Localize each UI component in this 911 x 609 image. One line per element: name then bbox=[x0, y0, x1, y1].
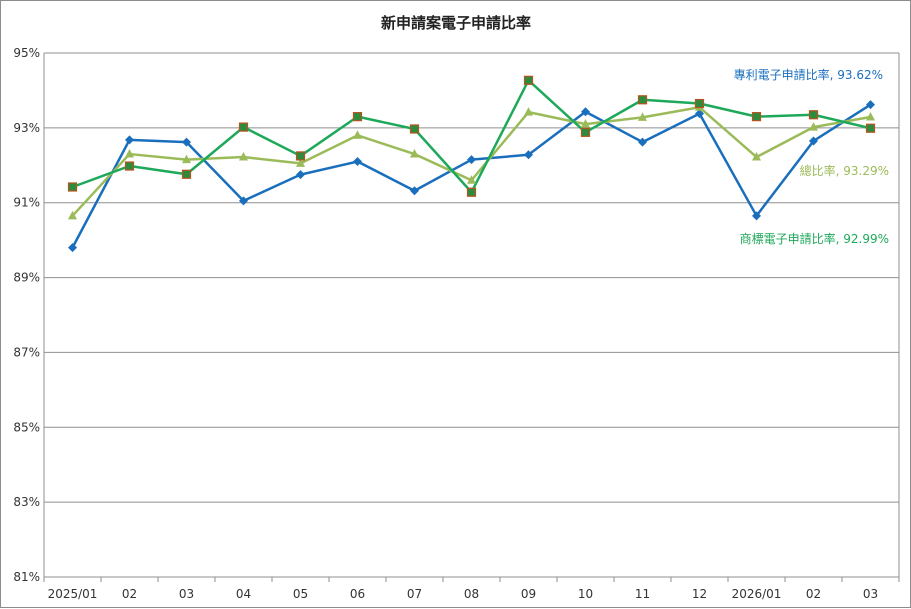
data-point-trademark bbox=[409, 124, 420, 134]
data-point-patent bbox=[866, 100, 875, 110]
annotations: 專利電子申請比率, 93.62% 總比率, 93.29% 商標電子申請比率, 92.… bbox=[734, 67, 889, 246]
data-point-patent bbox=[467, 155, 476, 165]
data-point-patent bbox=[182, 137, 191, 147]
x-tick-label: 04 bbox=[236, 587, 251, 601]
data-point-total bbox=[752, 152, 761, 161]
y-tick-label: 83% bbox=[13, 495, 40, 509]
grid bbox=[43, 52, 900, 578]
data-point-trademark bbox=[352, 112, 363, 122]
data-point-trademark bbox=[124, 161, 135, 171]
x-tick-label: 02 bbox=[122, 587, 137, 601]
y-tick-label: 87% bbox=[13, 345, 40, 359]
series-layer bbox=[67, 75, 876, 253]
data-point-trademark bbox=[637, 95, 648, 105]
data-point-total bbox=[353, 130, 362, 139]
y-axis: 95% 93% 91% 89% 87% 85% 83% 81% bbox=[13, 46, 40, 584]
data-point-trademark bbox=[580, 127, 591, 137]
data-point-total bbox=[638, 112, 647, 121]
data-point-trademark bbox=[295, 151, 306, 161]
data-point-patent bbox=[752, 211, 761, 221]
data-point-total bbox=[68, 210, 77, 220]
data-point-trademark bbox=[751, 112, 762, 122]
data-point-trademark bbox=[865, 123, 876, 133]
x-tick-label: 10 bbox=[578, 587, 593, 601]
data-point-total bbox=[182, 154, 191, 164]
data-point-total bbox=[296, 158, 305, 167]
annotation-total: 總比率, 93.29% bbox=[800, 163, 889, 178]
data-point-trademark bbox=[466, 187, 477, 197]
data-point-total bbox=[239, 152, 248, 161]
data-point-trademark bbox=[523, 75, 534, 85]
data-point-total bbox=[866, 112, 875, 121]
y-tick-label: 89% bbox=[13, 271, 40, 285]
data-point-total bbox=[581, 119, 590, 128]
data-point-patent bbox=[68, 243, 77, 253]
y-tick-label: 91% bbox=[13, 196, 40, 210]
data-point-patent bbox=[125, 135, 134, 145]
x-tick-label: 09 bbox=[521, 587, 536, 601]
x-tick-label: 2025/01 bbox=[48, 587, 98, 601]
x-tick-label: 03 bbox=[863, 587, 878, 601]
data-point-trademark bbox=[238, 122, 249, 132]
data-point-total bbox=[125, 149, 134, 158]
y-tick-label: 85% bbox=[13, 420, 40, 434]
y-tick-label: 93% bbox=[13, 121, 40, 135]
y-tick-label: 81% bbox=[13, 570, 40, 584]
data-point-patent bbox=[581, 107, 590, 117]
data-point-trademark bbox=[181, 169, 192, 179]
data-point-patent bbox=[296, 170, 305, 180]
x-tick-label: 03 bbox=[179, 587, 194, 601]
data-point-patent bbox=[809, 136, 818, 146]
data-point-total bbox=[809, 122, 818, 131]
data-point-trademark bbox=[808, 110, 819, 120]
x-tick-label: 06 bbox=[350, 587, 365, 601]
annotation-patent: 專利電子申請比率, 93.62% bbox=[734, 67, 883, 82]
data-point-trademark bbox=[67, 182, 78, 192]
y-tick-label: 95% bbox=[13, 46, 40, 60]
data-point-patent bbox=[638, 137, 647, 147]
data-point-patent bbox=[353, 157, 362, 167]
x-tick-label: 11 bbox=[635, 587, 650, 601]
x-axis: 2025/01 02 03 04 05 06 07 08 09 10 11 12 2026/01 02 03 bbox=[43, 577, 900, 601]
data-point-patent bbox=[410, 186, 419, 196]
chart-title: 新申請案電子申請比率 bbox=[381, 14, 531, 32]
data-point-total bbox=[524, 107, 533, 116]
data-point-total bbox=[467, 175, 476, 184]
data-point-patent bbox=[239, 196, 248, 206]
data-point-patent bbox=[524, 150, 533, 160]
data-point-trademark bbox=[694, 98, 705, 109]
x-tick-label: 08 bbox=[464, 587, 479, 601]
data-point-total bbox=[410, 149, 419, 158]
x-tick-label: 12 bbox=[692, 587, 707, 601]
x-tick-label: 07 bbox=[407, 587, 422, 601]
x-tick-label: 05 bbox=[293, 587, 308, 601]
annotation-trademark: 商標電子申請比率, 92.99% bbox=[740, 231, 889, 246]
x-tick-label: 02 bbox=[806, 587, 821, 601]
x-tick-label: 2026/01 bbox=[732, 587, 782, 601]
data-point-patent bbox=[695, 109, 704, 119]
